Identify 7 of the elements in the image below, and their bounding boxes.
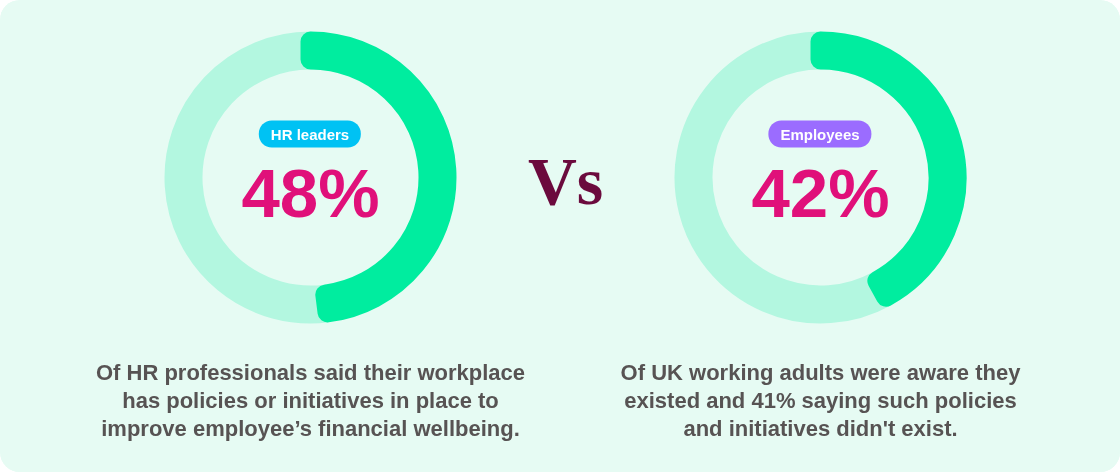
text: Employees (768, 120, 872, 148)
text: 42% (751, 155, 890, 232)
text: Vs (527, 142, 604, 219)
text: HR leaders (258, 120, 362, 148)
text: Of HR professionals said their workplace has policies or initiatives in place to improve employee’s financial wellbeing. (95, 360, 526, 441)
text: 48% (241, 155, 380, 232)
text: Of UK working adults were aware they existed and 41% saying such policies and initiatives didn't exist. (620, 360, 1022, 441)
